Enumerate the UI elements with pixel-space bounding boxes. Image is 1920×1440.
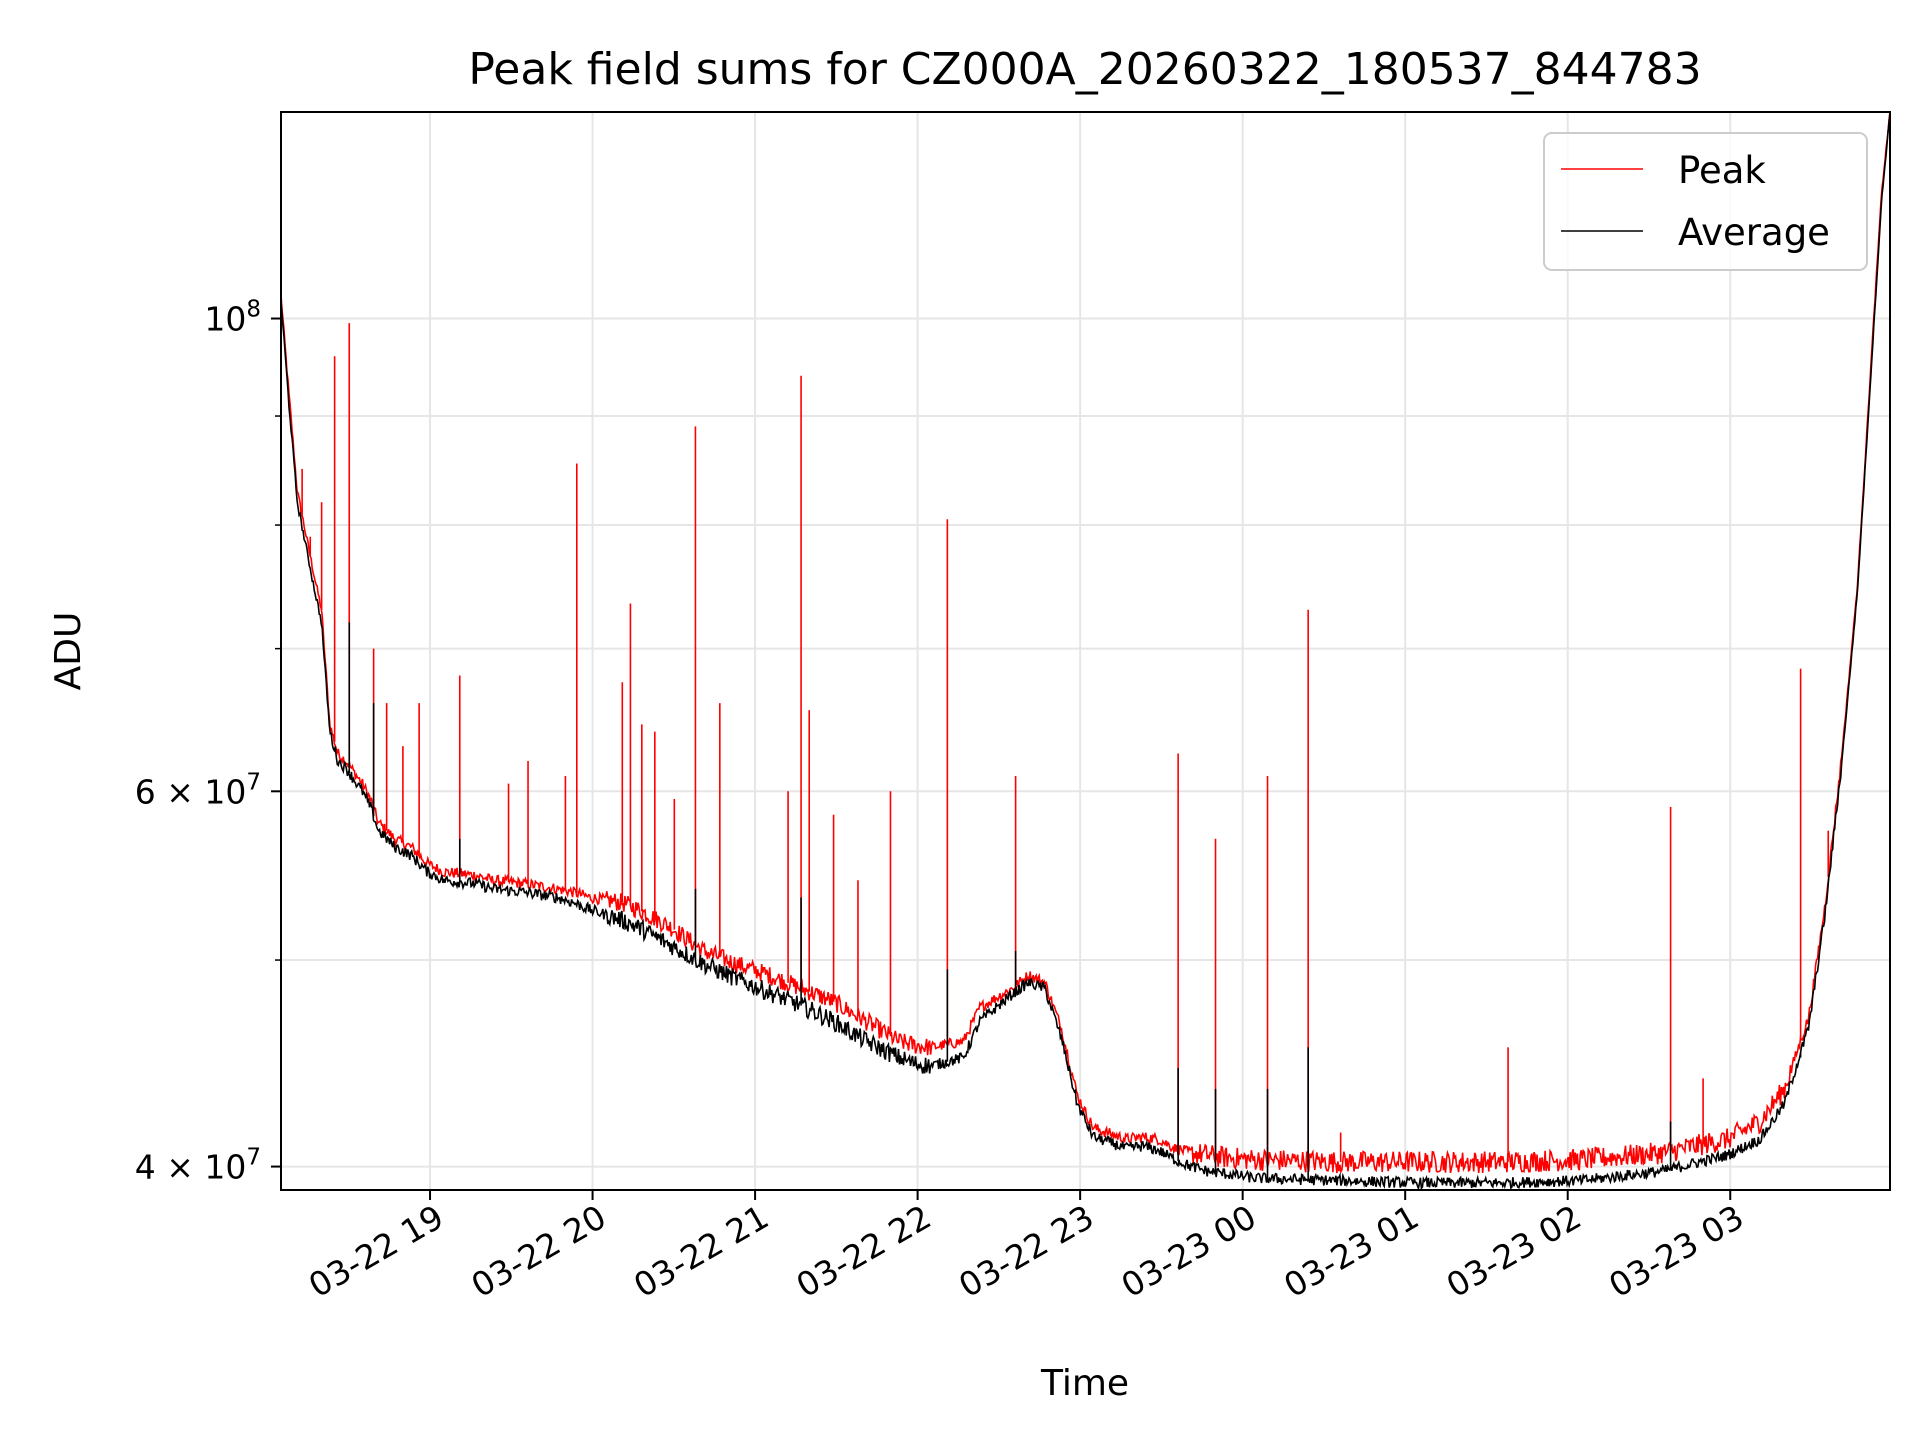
plot-area — [281, 112, 1890, 1190]
y-tick-label: 6 × 107 — [135, 769, 261, 811]
plot-frame — [280, 111, 1891, 1191]
y-tick-label: 108 — [204, 297, 261, 339]
y-tick-label-exponent: 8 — [246, 297, 261, 323]
peak-spikes — [301, 323, 1830, 1162]
chart-title: Peak field sums for CZ000A_20260322_1805… — [468, 44, 1701, 95]
y-tick-label-exponent: 7 — [246, 1145, 261, 1171]
legend-frame — [1543, 132, 1868, 271]
y-tick-label-exponent: 7 — [246, 769, 261, 795]
average-series-line — [281, 113, 1890, 1190]
peak-series-line — [281, 112, 1890, 1174]
average-spikes — [348, 622, 1802, 1180]
x-axis-label: Time — [1040, 1363, 1129, 1404]
y-tick-label-base: 4 × 10 — [135, 1148, 247, 1187]
y-axis-label: ADU — [48, 612, 89, 691]
y-tick-label: 4 × 107 — [135, 1145, 261, 1187]
y-tick-label-base: 10 — [204, 300, 246, 339]
legend: Peak Average — [1543, 132, 1868, 271]
grid — [281, 112, 1890, 1190]
legend-peak-label: Peak — [1678, 149, 1766, 192]
legend-average-label: Average — [1678, 211, 1830, 254]
y-tick-label-base: 6 × 10 — [135, 772, 247, 811]
